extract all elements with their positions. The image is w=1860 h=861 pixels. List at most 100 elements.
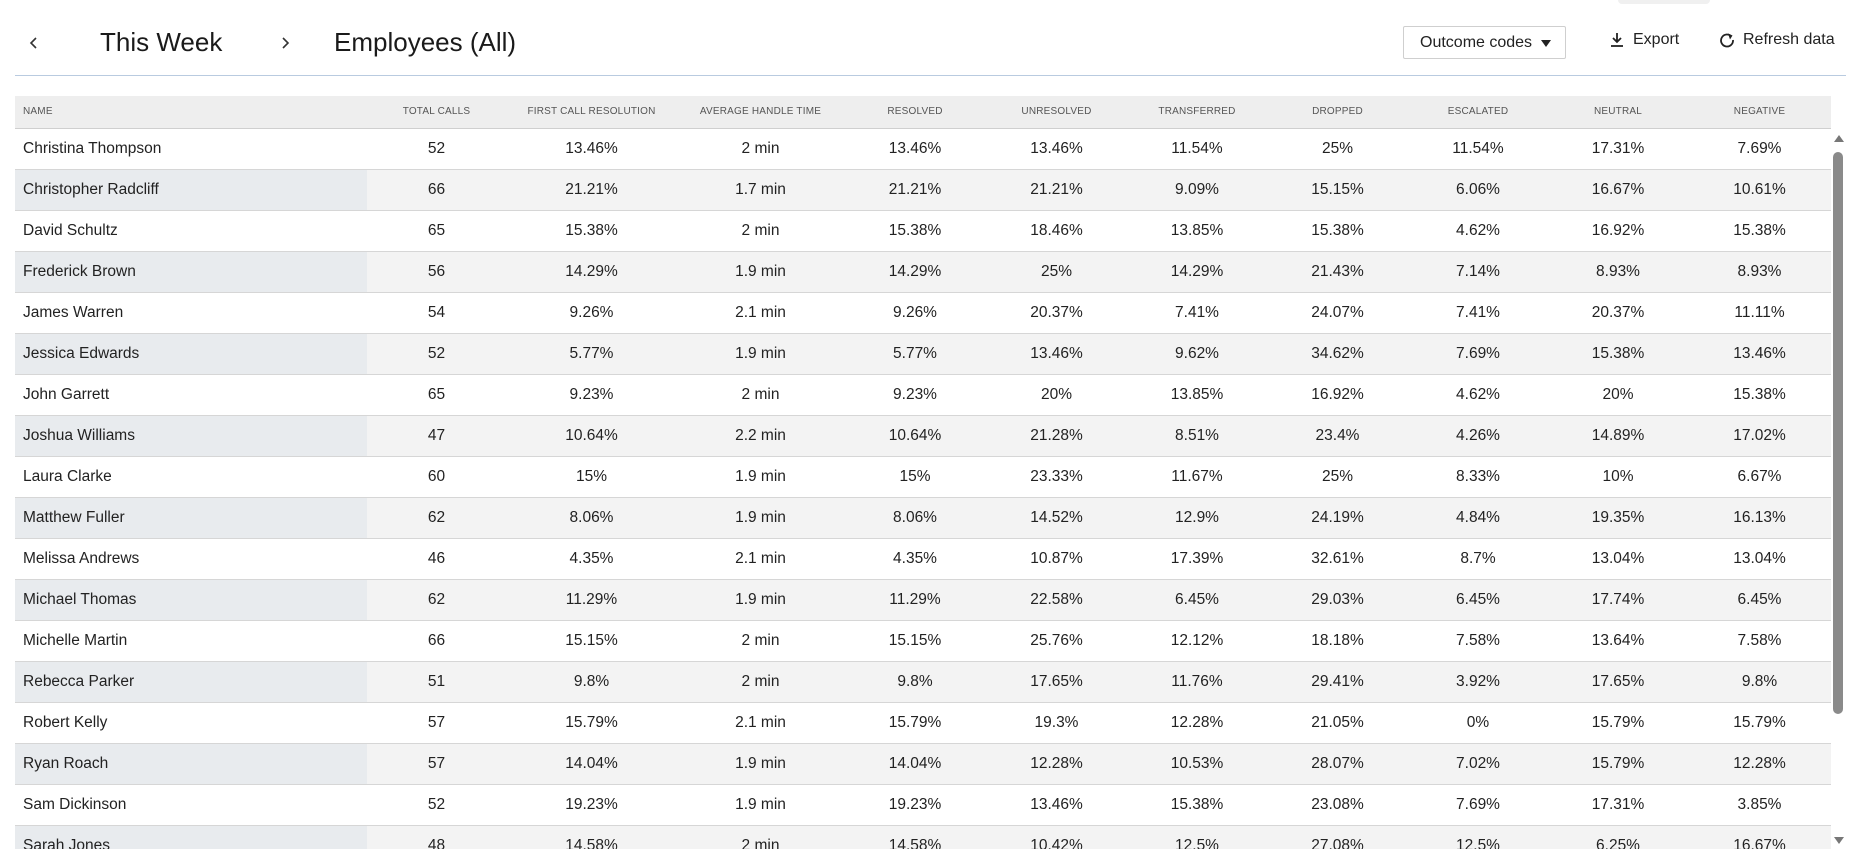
table-row[interactable]: Christopher Radcliff 66 21.21% 1.7 min 21.21… (15, 169, 1831, 211)
table-row[interactable]: Jessica Edwards 52 5.77% 1.9 min 5.77% 13.46%… (15, 333, 1831, 375)
table-cell: 7.41% (1127, 292, 1267, 334)
table-cell: 1.7 min (677, 169, 844, 211)
scroll-up-arrow-icon[interactable] (1834, 135, 1844, 142)
table-cell: 19.23% (506, 784, 677, 826)
table-cell: 15.79% (1548, 743, 1688, 785)
table-row[interactable]: Ryan Roach 57 14.04% 1.9 min 14.04% 12.28% 10.… (15, 743, 1831, 785)
table-cell: 17.39% (1127, 538, 1267, 580)
refresh-data-button[interactable]: Refresh data (1719, 31, 1835, 49)
employee-name-cell: Christina Thompson (15, 128, 367, 170)
table-row[interactable]: Joshua Williams 47 10.64% 2.2 min 10.64% 21.2… (15, 415, 1831, 457)
column-header[interactable]: RESOLVED (844, 96, 986, 129)
column-header[interactable]: FIRST CALL RESOLUTION (506, 96, 677, 129)
table-row[interactable]: Frederick Brown 56 14.29% 1.9 min 14.29% 25% 1… (15, 251, 1831, 293)
table-row[interactable]: Christina Thompson 52 13.46% 2 min 13.46% 13.… (15, 128, 1831, 170)
table-cell: 15.79% (506, 702, 677, 744)
table-cell: 13.04% (1548, 538, 1688, 580)
table-cell: 23.4% (1267, 415, 1408, 457)
column-header[interactable]: ESCALATED (1408, 96, 1548, 129)
table-cell: 15.38% (1267, 210, 1408, 252)
table-cell: 4.35% (506, 538, 677, 580)
table-cell: 13.04% (1688, 538, 1831, 580)
table-cell: 10.61% (1688, 169, 1831, 211)
employee-name-cell: David Schultz (15, 210, 367, 252)
column-header[interactable]: AVERAGE HANDLE TIME (677, 96, 844, 129)
column-header[interactable]: DROPPED (1267, 96, 1408, 129)
scroll-down-arrow-icon[interactable] (1834, 837, 1844, 844)
outcome-codes-select[interactable]: Outcome codes (1403, 26, 1566, 59)
table-cell: 1.9 min (677, 497, 844, 539)
table-cell: 2 min (677, 128, 844, 170)
table-cell: 7.69% (1408, 333, 1548, 375)
top-edge-tab (1618, 0, 1710, 4)
table-cell: 23.08% (1267, 784, 1408, 826)
table-cell: 24.19% (1267, 497, 1408, 539)
table-row[interactable]: Michael Thomas 62 11.29% 1.9 min 11.29% 22.58… (15, 579, 1831, 621)
vertical-scrollbar[interactable] (1832, 128, 1846, 849)
table-cell: 25% (1267, 128, 1408, 170)
table-cell: 13.46% (1688, 333, 1831, 375)
table-cell: 56 (367, 251, 506, 293)
table-cell: 13.85% (1127, 374, 1267, 416)
column-header[interactable]: NEGATIVE (1688, 96, 1831, 129)
table-row[interactable]: Sarah Jones 48 14.58% 2 min 14.58% 10.42% 12.5… (15, 825, 1831, 849)
scrollbar-thumb[interactable] (1833, 152, 1843, 714)
employee-scope-title: Employees (All) (334, 27, 517, 57)
table-cell: 2.2 min (677, 415, 844, 457)
export-button[interactable]: Export (1609, 31, 1679, 49)
table-row[interactable]: Melissa Andrews 46 4.35% 2.1 min 4.35% 10.87%… (15, 538, 1831, 580)
next-period-button[interactable] (270, 28, 300, 58)
employee-name-cell: Sam Dickinson (15, 784, 367, 826)
table-cell: 7.41% (1408, 292, 1548, 334)
table-cell: 2.1 min (677, 702, 844, 744)
table-cell: 19.23% (844, 784, 986, 826)
table-cell: 15.38% (844, 210, 986, 252)
previous-period-button[interactable] (19, 28, 49, 58)
download-icon (1611, 33, 1623, 47)
table-row[interactable]: Matthew Fuller 62 8.06% 1.9 min 8.06% 14.52% 1… (15, 497, 1831, 539)
table-cell: 13.46% (986, 333, 1127, 375)
table-cell: 15% (506, 456, 677, 498)
table-cell: 10.87% (986, 538, 1127, 580)
table-row[interactable]: David Schultz 65 15.38% 2 min 15.38% 18.46% 13… (15, 210, 1831, 252)
table-cell: 9.62% (1127, 333, 1267, 375)
table-row[interactable]: Michelle Martin 66 15.15% 2 min 15.15% 25.76%… (15, 620, 1831, 662)
table-cell: 47 (367, 415, 506, 457)
table-cell: 16.13% (1688, 497, 1831, 539)
table-row[interactable]: John Garrett 65 9.23% 2 min 9.23% 20% 13.85% 16… (15, 374, 1831, 416)
table-cell: 3.92% (1408, 661, 1548, 703)
column-header[interactable]: TRANSFERRED (1127, 96, 1267, 129)
table-cell: 13.46% (986, 128, 1127, 170)
table-cell: 13.85% (1127, 210, 1267, 252)
table-cell: 11.54% (1408, 128, 1548, 170)
employee-name-cell: Joshua Williams (15, 415, 367, 457)
column-header[interactable]: NEUTRAL (1548, 96, 1688, 129)
table-cell: 25% (1267, 456, 1408, 498)
table-cell: 6.45% (1688, 579, 1831, 621)
column-header[interactable]: NAME (15, 96, 367, 129)
table-row[interactable]: James Warren 54 9.26% 2.1 min 9.26% 20.37% 7.4… (15, 292, 1831, 334)
table-cell: 13.46% (844, 128, 986, 170)
table-cell: 28.07% (1267, 743, 1408, 785)
table-cell: 2.1 min (677, 292, 844, 334)
table-row[interactable]: Sam Dickinson 52 19.23% 1.9 min 19.23% 13.46%… (15, 784, 1831, 826)
table-cell: 1.9 min (677, 456, 844, 498)
column-header[interactable]: UNRESOLVED (986, 96, 1127, 129)
table-cell: 2 min (677, 620, 844, 662)
table-row[interactable]: Rebecca Parker 51 9.8% 2 min 9.8% 17.65% 11.76… (15, 661, 1831, 703)
table-row[interactable]: Laura Clarke 60 15% 1.9 min 15% 23.33% 11.67% 2… (15, 456, 1831, 498)
table-cell: 20% (1548, 374, 1688, 416)
table-cell: 12.28% (1688, 743, 1831, 785)
table-cell: 18.18% (1267, 620, 1408, 662)
table-cell: 15.79% (1688, 702, 1831, 744)
table-cell: 15.38% (1688, 210, 1831, 252)
table-cell: 21.43% (1267, 251, 1408, 293)
table-row[interactable]: Robert Kelly 57 15.79% 2.1 min 15.79% 19.3% 12… (15, 702, 1831, 744)
table-cell: 11.76% (1127, 661, 1267, 703)
table-cell: 8.93% (1688, 251, 1831, 293)
table-cell: 52 (367, 784, 506, 826)
column-header[interactable]: TOTAL CALLS (367, 96, 506, 129)
employee-name-cell: Frederick Brown (15, 251, 367, 293)
table-cell: 3.85% (1688, 784, 1831, 826)
table-cell: 6.25% (1548, 825, 1688, 849)
